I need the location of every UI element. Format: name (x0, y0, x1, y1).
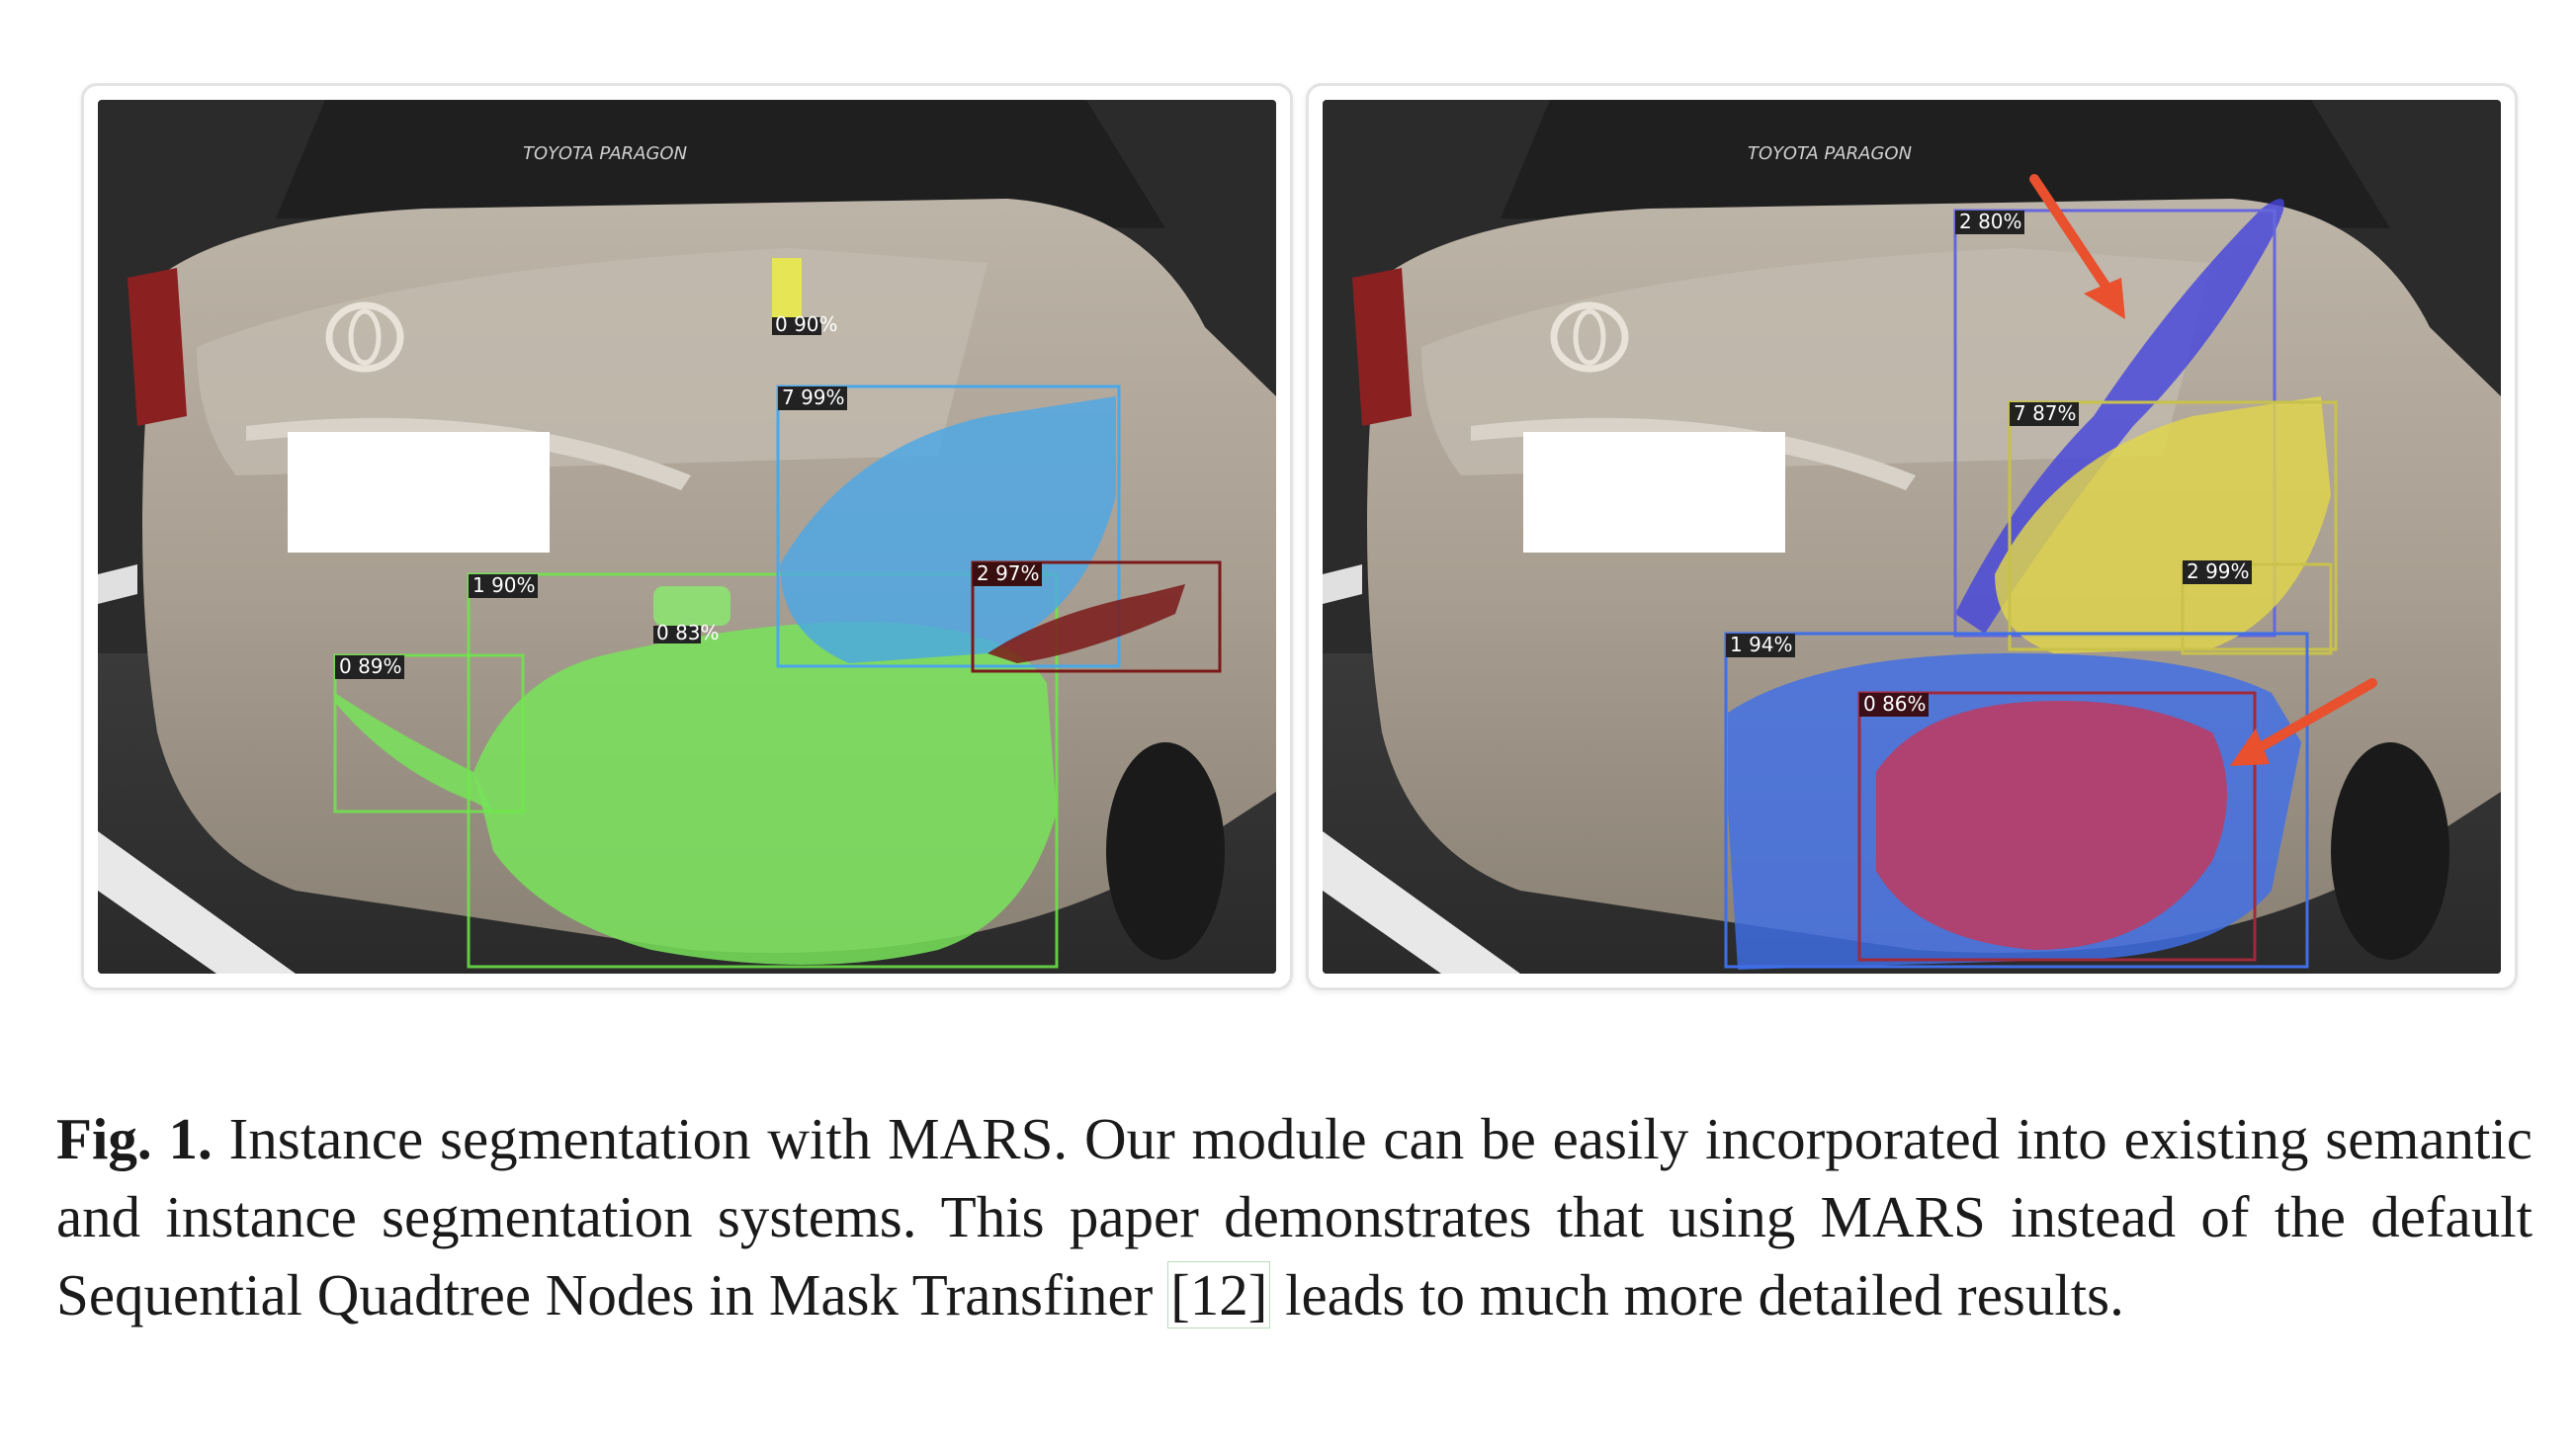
arrow-icon (2230, 678, 2377, 766)
det-label-5: 0 89% (335, 654, 404, 679)
svg-text:2 80%: 2 80% (1959, 210, 2022, 233)
figure-panel-right: TOYOTA PARAGON (1306, 83, 2518, 990)
det-label-1: 7 99% (778, 385, 847, 410)
det-label-4: 0 83% (653, 621, 720, 644)
det-label-2: 1 90% (469, 573, 538, 598)
car-photo-left: TOYOTA PARAGON 0 90% (98, 100, 1276, 974)
mask-blue-light (780, 396, 1116, 663)
box-yellow (2008, 400, 2338, 651)
svg-text:0 86%: 0 86% (1863, 692, 1927, 716)
mask-green-large (473, 622, 1057, 965)
mask-pink-dent (1876, 701, 2227, 950)
mask-darkred (987, 584, 1185, 663)
box-blue (1724, 632, 2309, 969)
box-green-large (467, 572, 1059, 969)
car-segmentation-image: TOYOTA PARAGON 0 90% (98, 100, 1276, 974)
box-yellow-small (2181, 562, 2333, 655)
box-green-small (333, 653, 525, 813)
svg-text:2 99%: 2 99% (2187, 559, 2250, 583)
det-label-3: 1 94% (1726, 633, 1795, 657)
det-label-0: 2 80% (1955, 210, 2024, 234)
citation-link[interactable]: [12] (1167, 1261, 1271, 1328)
box-blue (776, 385, 1121, 668)
svg-text:2 97%: 2 97% (977, 561, 1040, 585)
window-sticker-text: TOYOTA PARAGON (523, 143, 687, 164)
det-label-3: 2 97% (973, 561, 1042, 586)
mask-green-tiny (653, 586, 730, 626)
det-label-4: 0 86% (1859, 692, 1929, 717)
svg-text:0 89%: 0 89% (339, 654, 402, 678)
window-sticker-text: TOYOTA PARAGON (1748, 143, 1912, 164)
det-label-1: 7 87% (2010, 401, 2079, 426)
car-segmentation-image: TOYOTA PARAGON (1323, 100, 2501, 974)
svg-text:7 99%: 7 99% (782, 385, 845, 409)
mask-yellow-light (1995, 396, 2331, 653)
car-photo-right: TOYOTA PARAGON (1323, 100, 2501, 974)
svg-text:0 90%: 0 90% (775, 312, 838, 336)
figure-label: Fig. 1. (56, 1106, 213, 1171)
caption-text: Instance segmentation with MARS. Our mod… (56, 1106, 2533, 1327)
caption-text-end: leads to much more detailed results. (1285, 1262, 2124, 1327)
svg-text:7 87%: 7 87% (2014, 401, 2077, 425)
box-darkred (971, 560, 1222, 673)
box-pink (1857, 691, 2257, 962)
figure-panel-left: TOYOTA PARAGON 0 90% (81, 83, 1293, 990)
figure-caption: Fig. 1. Instance segmentation with MARS.… (56, 1100, 2533, 1334)
det-label-0: 0 90% (772, 312, 838, 336)
svg-text:1 94%: 1 94% (1730, 633, 1793, 656)
det-label-2: 2 99% (2183, 559, 2252, 584)
mask-green-strip (335, 693, 493, 812)
svg-text:0 83%: 0 83% (656, 621, 720, 644)
arrow-icon (2029, 174, 2125, 319)
mask-yellow (772, 258, 802, 317)
svg-text:1 90%: 1 90% (472, 573, 536, 597)
